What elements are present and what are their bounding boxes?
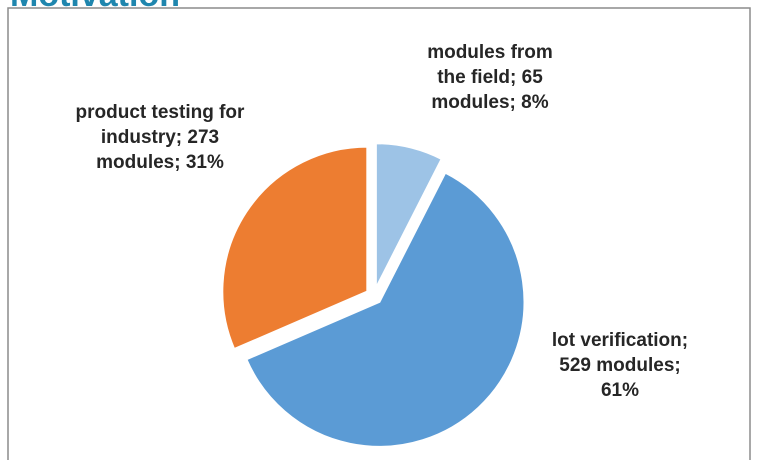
data-label: lot verification; 529 modules; 61% (552, 330, 688, 401)
data-label: product testing for industry; 273 modules;… (76, 102, 245, 173)
pie-slice (374, 142, 444, 289)
data-label: modules from the field; 65 modules; 8% (427, 42, 553, 113)
slide-title: Motivation (10, 0, 180, 14)
pie-slice (221, 145, 369, 351)
pie-slice (245, 171, 526, 448)
